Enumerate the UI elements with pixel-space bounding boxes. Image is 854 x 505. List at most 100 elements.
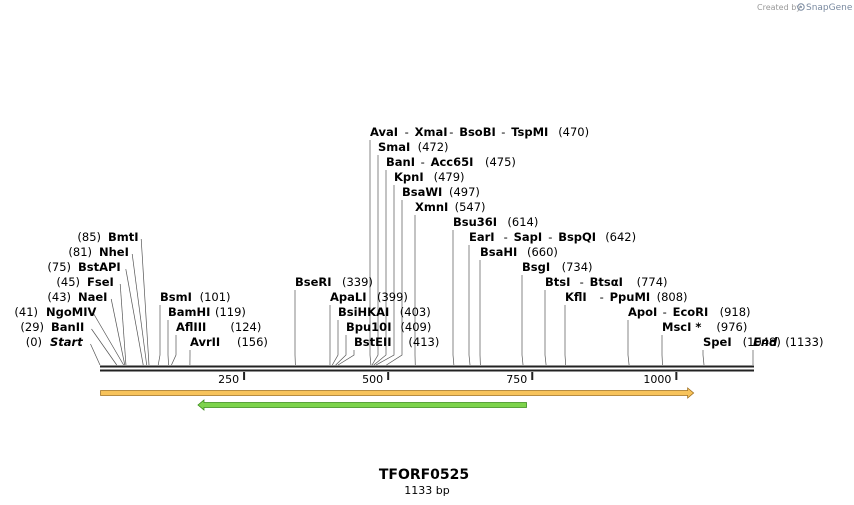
site-position-avai: (470) [558,125,589,139]
site-kfli: KflI - PpuMI (808) [565,290,688,304]
leader-bsu36i [452,230,455,366]
site-separator: - [580,275,584,289]
site-position-bsahi: (660) [527,245,558,259]
tick-label-1000: 1000 [643,373,671,386]
site-position-kfli: (808) [657,290,688,304]
site-enzyme-bstapi: BstAPI [78,260,121,274]
site-bsihkai: BsiHKAI (403) [338,305,431,319]
site-position-ngomiv: (41) [14,305,38,319]
site-enzyme-bani: BanI [386,155,415,169]
site-position-bsgi: (734) [562,260,593,274]
leader-bsteii [337,350,355,366]
site-separator: - [501,125,505,139]
site-enzyme-bamhi: BamHI [168,305,210,319]
site-enzyme-ngomiv: NgoMIV [46,305,96,319]
site-xmni: XmnI (547) [415,200,486,214]
site-enzyme-avai: AvaI [370,125,398,139]
leader-spei [702,350,705,366]
site-enzyme-msci-: MscI * [662,320,701,334]
site-bseri: BseRI (339) [295,275,373,289]
site-enzyme-avrii: AvrII [190,335,220,349]
site-position-start: (0) [26,335,42,349]
site-position-spei: (1048) [743,335,781,349]
site-enzyme-acc65i: Acc65I [431,155,474,169]
site-enzyme-banii: BanII [51,320,84,334]
site-eari: EarI - SapI - BspQI (642) [469,230,636,244]
site-position-msci-: (976) [716,320,747,334]
site-afliii: AflIII (124) [176,320,261,334]
map-length: 1133 bp [404,484,449,497]
tick-250: 250 [218,372,246,386]
site-position-fsei: (45) [56,275,80,289]
site-bsahi: BsaHI (660) [480,245,558,259]
site-position-apoi: (918) [720,305,751,319]
site-enzyme-eari: EarI [469,230,495,244]
credit-brand: SnapGene [806,3,853,13]
site-btsi: BtsI - BtsαI (774) [545,275,668,289]
leader-afliii [171,335,177,366]
site-enzyme-kpni: KpnI [394,170,424,184]
map-title: TFORF0525 [379,467,469,483]
site-enzyme-bsahi: BsaHI [480,245,517,259]
tick-750: 750 [506,372,534,386]
site-smai: SmaI (472) [378,140,449,154]
site-enzyme-bsawi: BsaWI [402,185,442,199]
sequence-features [100,387,695,411]
site-position-bstapi: (75) [47,260,71,274]
site-end: End (1133) [753,335,823,349]
site-position-bamhi: (119) [215,305,246,319]
site-bpu10i: Bpu10I (409) [346,320,431,334]
tick-label-500: 500 [362,373,383,386]
leader-banii [91,328,118,366]
site-position-bseri: (339) [342,275,373,289]
site-separator: - [663,305,667,319]
site-position-bmti: (85) [77,230,101,244]
site-enzyme-spei: SpeI [703,335,732,349]
site-apoi: ApoI - EcoRI (918) [628,305,751,319]
leader-bstapi [125,268,144,366]
site-enzyme-sapi: SapI [514,230,543,244]
site-enzyme-xmai: XmaI [415,125,448,139]
site-kpni: KpnI (479) [394,170,465,184]
site-labels: (0) Start (29) BanII (41) NgoMIV(43) NaeI(45) F… [14,125,823,349]
tick-1000: 1000 [643,372,678,386]
leader-fsei [119,283,127,366]
site-enzyme-btsi: BtsI [545,275,570,289]
site-msci-: MscI * (976) [662,320,747,334]
site-separator: - [405,125,409,139]
site-enzyme-kfli: KflI [565,290,587,304]
orange-feature [100,387,695,399]
site-enzyme-xmni: XmnI [415,200,448,214]
site-enzyme-bsmi: BsmI [160,290,192,304]
site-bsu36i: Bsu36I (614) [453,215,538,229]
leader-bsihkai [331,320,339,366]
site-position-avrii: (156) [237,335,268,349]
site-leader-lines [90,140,754,366]
site-enzyme-naei: NaeI [78,290,107,304]
leader-avai [369,140,372,366]
site-enzyme-tspmi: TspMI [511,125,548,139]
site-enzyme-smai: SmaI [378,140,410,154]
site-bsmi: BsmI (101) [160,290,231,304]
site-enzyme-apali: ApaLI [330,290,367,304]
site-avai: AvaI - XmaI - BsoBI - TspMI (470) [370,125,589,139]
site-nhei: (81) NheI [68,245,129,259]
site-enzyme-bts-i: BtsαI [590,275,623,289]
site-position-end: (1133) [785,335,823,349]
leader-bmti [140,238,150,366]
site-position-xmni: (547) [455,200,486,214]
site-position-apali: (399) [377,290,408,304]
leader-eari [468,245,471,366]
leader-naei [110,298,126,366]
site-position-afliii: (124) [230,320,261,334]
site-avrii: AvrII (156) [190,335,268,349]
site-start: (0) Start [26,335,84,349]
leader-smai [371,155,379,366]
site-bamhi: BamHI (119) [168,305,246,319]
site-separator: - [421,155,425,169]
site-enzyme-bsu36i: Bsu36I [453,215,497,229]
leader-bpu10i [335,335,347,366]
site-position-bpu10i: (409) [400,320,431,334]
site-enzyme-afliii: AflIII [176,320,206,334]
leader-start [90,343,101,366]
